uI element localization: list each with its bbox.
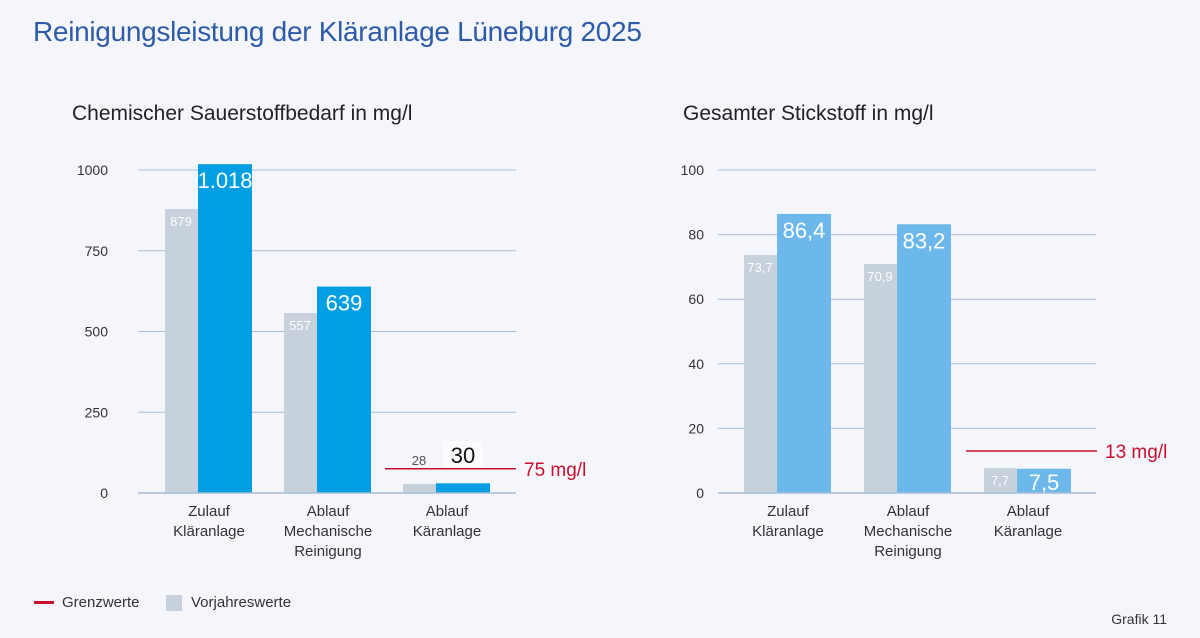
- bar-current: [436, 483, 490, 493]
- bar-label-current: 83,2: [903, 228, 946, 253]
- bar-current: [897, 224, 951, 494]
- limit-label: 75 mg/l: [524, 460, 586, 481]
- y-tick-label: 100: [681, 162, 705, 178]
- category-label: Ablauf: [1007, 503, 1050, 520]
- category-label: Käranlage: [413, 523, 481, 540]
- bar-label-previous: 73,7: [747, 260, 772, 275]
- category-label: Mechanische: [864, 523, 952, 540]
- label-background: [443, 441, 483, 469]
- category-label: Reinigung: [874, 543, 942, 560]
- bar-previous: [284, 313, 317, 493]
- bar-label-current: 639: [326, 291, 363, 316]
- y-tick-label: 80: [688, 227, 704, 243]
- bar-label-previous: 70,9: [867, 269, 892, 284]
- bar-label-previous: 28: [412, 453, 426, 468]
- bar-previous: [403, 483, 436, 493]
- y-tick-label: 750: [85, 243, 109, 259]
- bar-current: [777, 213, 831, 494]
- chart-title: Chemischer Sauerstoffbedarf in mg/l: [72, 102, 412, 125]
- legend-previous-label: Vorjahreswerte: [191, 594, 292, 611]
- bar-previous: [864, 263, 897, 493]
- bar-previous: [744, 254, 777, 493]
- page-title: Reinigungsleistung der Kläranlage Lünebu…: [33, 16, 642, 47]
- bar-label-current: 30: [451, 443, 475, 468]
- bar-previous: [165, 209, 198, 493]
- y-tick-label: 250: [85, 404, 109, 420]
- bar-label-previous: 557: [289, 318, 311, 333]
- y-tick-label: 20: [688, 420, 704, 436]
- category-label: Reinigung: [294, 543, 362, 560]
- credit: Grafik 11: [1111, 611, 1167, 627]
- bar-current: [198, 164, 252, 493]
- category-label: Käranlage: [994, 523, 1062, 540]
- bar-label-previous: 879: [170, 214, 192, 229]
- y-tick-label: 0: [100, 485, 108, 501]
- bar-current: [317, 286, 371, 493]
- bar-label-current: 86,4: [783, 218, 826, 243]
- category-label: Ablauf: [887, 503, 930, 520]
- category-label: Mechanische: [284, 523, 372, 540]
- bar-label-current: 1.018: [197, 168, 252, 193]
- y-tick-label: 500: [85, 324, 109, 340]
- category-label: Kläranlage: [173, 523, 245, 540]
- bar-label-current: 7,5: [1029, 470, 1060, 495]
- legend-limits-label: Grenzwerte: [62, 594, 140, 611]
- category-label: Zulauf: [767, 503, 810, 520]
- limit-label: 13 mg/l: [1105, 442, 1167, 463]
- category-label: Ablauf: [307, 503, 350, 520]
- y-tick-label: 1000: [77, 162, 108, 178]
- bar-label-previous: 7,7: [991, 473, 1009, 488]
- y-tick-label: 60: [688, 291, 704, 307]
- y-tick-label: 0: [696, 485, 704, 501]
- limit-line-icon: [34, 601, 54, 604]
- category-label: Kläranlage: [752, 523, 824, 540]
- category-label: Ablauf: [426, 503, 469, 520]
- y-tick-label: 40: [688, 356, 704, 372]
- chart-title: Gesamter Stickstoff in mg/l: [683, 102, 934, 125]
- category-label: Zulauf: [188, 503, 231, 520]
- bar-current: [1017, 468, 1071, 493]
- legend-previous: Vorjahreswerte: [166, 594, 291, 611]
- legend-limits: Grenzwerte: [34, 594, 140, 611]
- grey-square-icon: [166, 594, 182, 611]
- bar-previous: [984, 468, 1017, 493]
